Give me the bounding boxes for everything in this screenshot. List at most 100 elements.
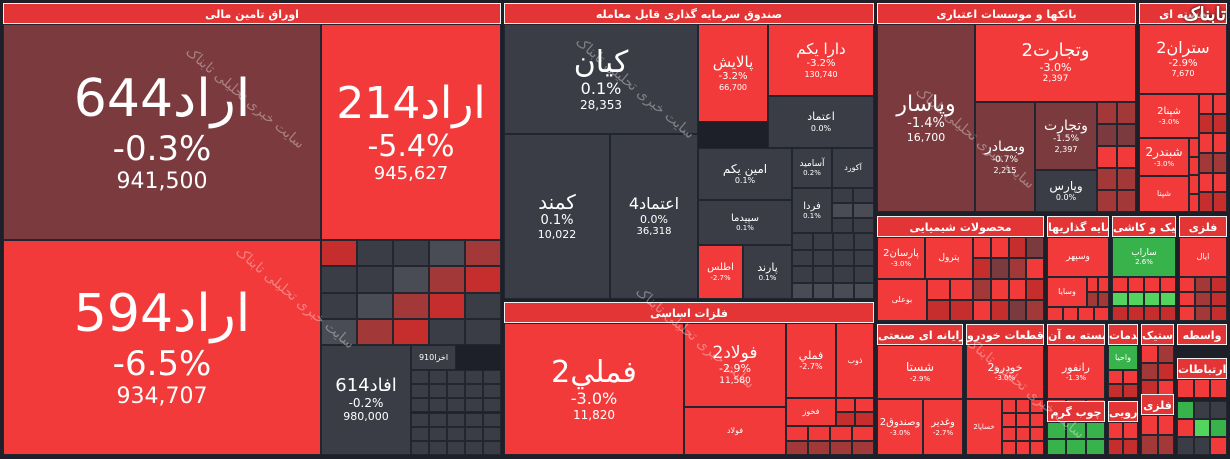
tile-cell[interactable] [1112,291,1128,307]
tile-petrol[interactable]: پترول [925,237,973,279]
nuclear-cell[interactable] [1213,113,1227,134]
small2-cell[interactable] [1193,437,1211,455]
bond-cell[interactable] [465,426,483,441]
sector-header-related[interactable]: وابسته به آن [1047,324,1105,345]
metal-cell[interactable] [808,440,830,455]
bond-cell[interactable] [321,240,357,267]
chem-cell[interactable] [990,258,1009,279]
bond-cell[interactable] [429,440,447,455]
sector-header-tile[interactable]: لاستیک و کاشی [1112,216,1176,237]
bank-cell[interactable] [1097,190,1117,212]
bond-cell[interactable] [321,318,357,345]
tile-cell[interactable] [1144,306,1160,321]
chem-cell[interactable] [1008,258,1027,279]
sector-header-metal2[interactable]: فلزی [1179,216,1227,237]
bond-cell[interactable] [411,370,429,385]
etf-cell[interactable] [853,282,874,299]
etf-cell[interactable] [792,233,813,250]
tile-vepasar[interactable]: وپاسار -1.4% 16,700 [877,24,975,212]
chem-cell[interactable] [1026,279,1044,300]
bond-cell[interactable] [429,318,465,345]
bond-cell[interactable] [429,266,465,293]
sector-header-etf[interactable]: صندوق سرمایه گذاری قابل معامله [504,3,874,24]
tile-vsepehr[interactable]: وسپهر [1047,237,1109,277]
plastic-cell[interactable] [1141,345,1158,363]
bank-cell[interactable] [1097,124,1117,146]
pharm-cell[interactable] [1108,438,1123,455]
bond-cell[interactable] [429,370,447,385]
chem-cell[interactable] [973,279,991,300]
tile-fameli[interactable]: فملي -2.7% [786,323,836,398]
metal2-cell[interactable] [1195,291,1211,307]
plastic-cell[interactable] [1157,362,1174,381]
etf-cell[interactable] [853,218,874,233]
parts-cell[interactable] [1016,413,1030,427]
bond-cell[interactable] [393,318,429,345]
tile-etemad4[interactable]: اعتماد4 0.0% 36,318 [610,134,698,299]
metal2-cell[interactable] [1211,291,1227,307]
plastic-cell[interactable] [1141,362,1158,381]
bond-cell[interactable] [429,412,447,427]
sector-header-metals[interactable]: فلزات اساسی [504,302,874,323]
chem-cell[interactable] [927,300,950,321]
chem-cell[interactable] [927,279,950,300]
parts-cell[interactable] [1030,399,1044,413]
metal-cell[interactable] [808,426,830,441]
tile-arad644[interactable]: اراد644 -0.3% 941,500 [3,24,321,240]
parts-cell[interactable] [1030,413,1044,427]
etf-cell[interactable] [853,188,874,203]
parts-cell[interactable] [1002,427,1016,441]
sector-header-telecom[interactable]: ارتباطات [1177,358,1227,379]
bank-cell[interactable] [1116,168,1136,190]
nuclear-cell[interactable] [1213,94,1227,114]
sector-header-banks[interactable]: بانکها و موسسات اعتباری [877,3,1136,24]
sector-header-broker[interactable]: واسطه [1177,324,1227,345]
nuclear-cell[interactable] [1199,94,1213,114]
nuclear-cell[interactable] [1189,156,1199,175]
bond-cell[interactable] [357,318,393,345]
related-cell[interactable] [1108,370,1123,384]
tile-sarab[interactable]: ساراب 2.6% [1112,237,1176,277]
bond-cell[interactable] [447,384,465,399]
tile-vpars[interactable]: وپارس 0.0% [1035,170,1097,212]
chem-cell[interactable] [973,300,991,321]
sector-header-industrial[interactable]: رایانه ای صنعتی [877,324,963,345]
nuclear-cell[interactable] [1213,172,1227,193]
tile-arad594[interactable]: اراد594 -6.5% 934,707 [3,240,321,455]
bank-cell[interactable] [1097,102,1117,124]
etf-cell[interactable] [812,266,833,283]
tech-cell[interactable] [1066,438,1086,455]
tile-palayesh[interactable]: پالایش -3.2% 66,700 [698,24,768,122]
etf-cell[interactable] [832,188,853,203]
tile-zob[interactable]: ذوب [836,323,874,398]
tile-asamid[interactable]: آسامید 0.2% [792,148,832,188]
sector-header-tech[interactable]: چوب گرم [1047,401,1105,422]
tile-atlas[interactable]: اطلس -2.7% [698,245,743,299]
nuclear-cell[interactable] [1189,175,1199,194]
etf-cell[interactable] [832,218,853,233]
metal-cell[interactable] [836,412,855,426]
tile-cell[interactable] [1128,277,1144,292]
tile-akord[interactable]: آکورد [832,148,874,188]
tech-cell[interactable] [1085,422,1105,439]
nuclear-cell[interactable] [1199,153,1213,173]
pharm-cell[interactable] [1123,422,1138,439]
tile-kamand[interactable]: کمند 0.1% 10,022 [504,134,610,299]
tile-cell[interactable] [1160,291,1176,307]
chem-cell[interactable] [1008,300,1027,321]
bond-cell[interactable] [357,240,393,267]
tech-cell[interactable] [1047,438,1067,455]
tile-kian[interactable]: کیان 0.1% 28,353 [504,24,698,134]
metal2-cell[interactable] [1179,291,1195,307]
bank-cell[interactable] [1097,168,1117,190]
bond-cell[interactable] [483,370,501,385]
chem-cell[interactable] [950,300,973,321]
tile-khodro2[interactable]: خودرو2 -3.0% [966,345,1044,399]
plastic-cell[interactable] [1157,345,1174,363]
tile-ranfor[interactable]: رانفور -1.3% [1047,345,1105,399]
bank-cell[interactable] [1116,124,1136,146]
parts-cell[interactable] [1002,399,1016,413]
tile-setran2[interactable]: ستران2 -2.9% 7,670 [1139,24,1227,94]
telecom-cell[interactable] [1210,379,1227,398]
bond-cell[interactable] [483,440,501,455]
